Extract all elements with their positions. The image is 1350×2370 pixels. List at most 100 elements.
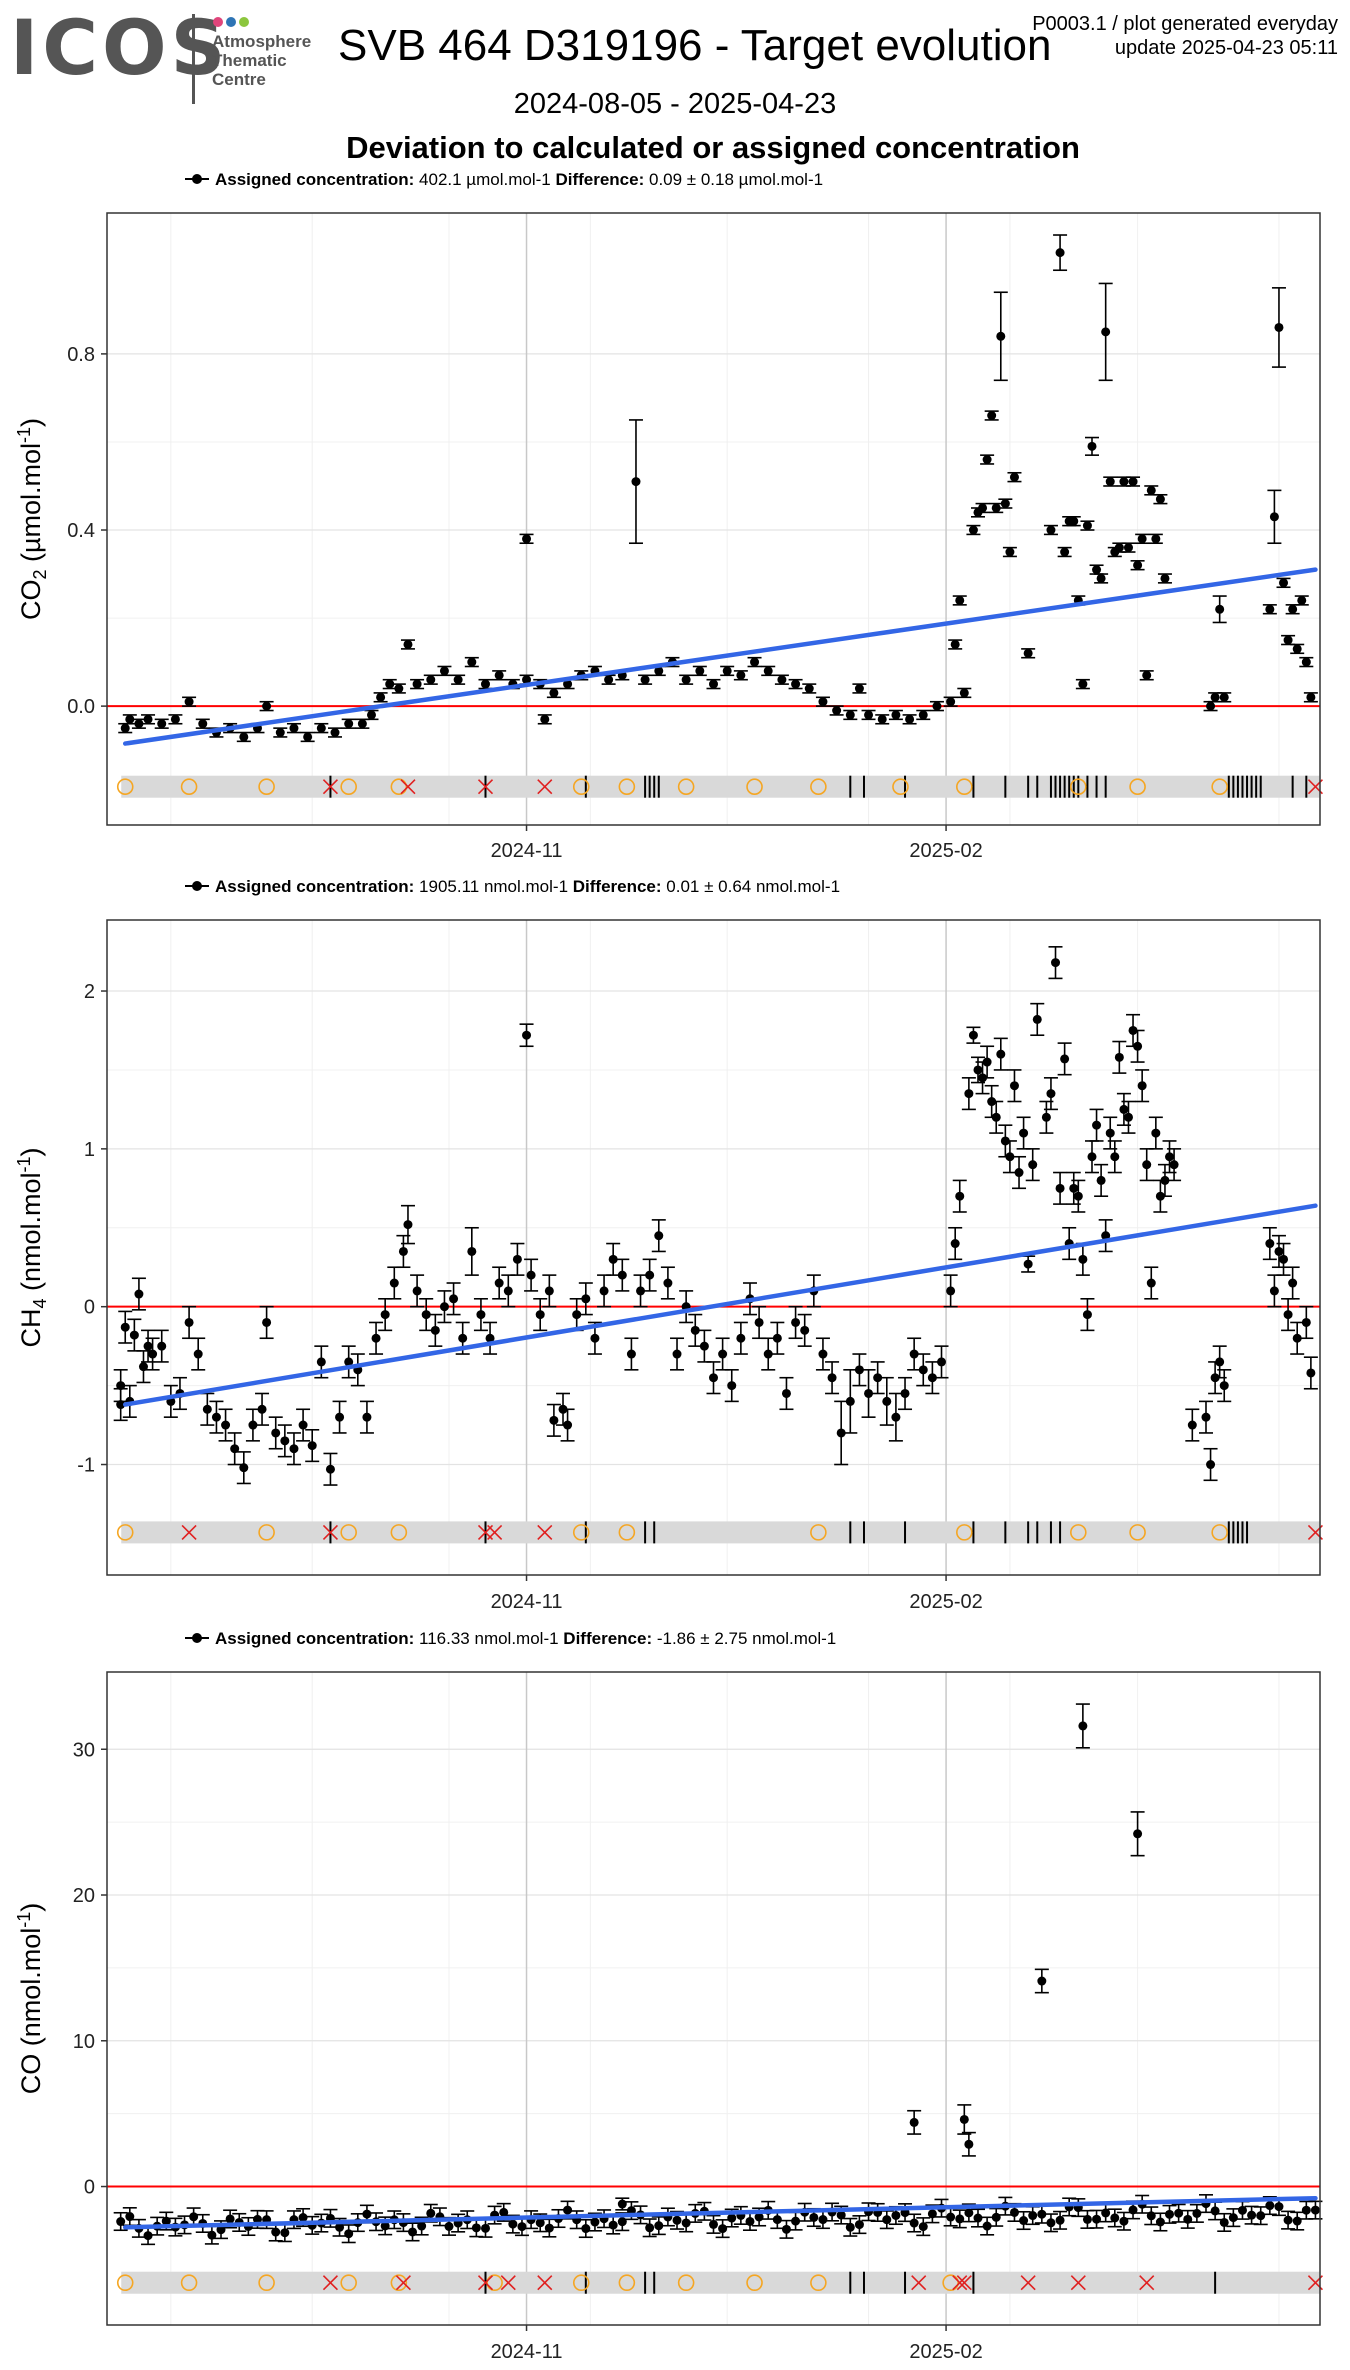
data-point — [127, 1318, 142, 1352]
logo-divider — [192, 14, 195, 104]
flag-circle-mark — [116, 2274, 134, 2292]
data-point — [341, 718, 356, 729]
data-point — [1153, 493, 1168, 505]
data-point — [774, 674, 789, 685]
data-point — [587, 1321, 602, 1355]
data-point — [961, 1077, 976, 1111]
data-point — [829, 705, 844, 716]
data-point — [451, 674, 466, 685]
legend: Assigned concentration: 402.1 µmol.mol-1… — [185, 170, 823, 189]
flag-cross-mark — [537, 779, 553, 795]
legend-difference-value: 0.01 ± 0.64 nmol.mol-1 — [666, 877, 840, 896]
flag-cross-mark — [400, 779, 416, 795]
date-range: 2024-08-05 - 2025-04-23 — [513, 88, 837, 120]
data-point — [218, 1408, 233, 1442]
data-point — [642, 2218, 657, 2238]
flag-circle-mark — [1211, 1524, 1228, 1541]
flag-cross-mark — [322, 1524, 339, 1540]
flag-circle-mark — [618, 778, 636, 795]
data-point — [1030, 1002, 1045, 1037]
x-tick-label: 2024-11 — [491, 1591, 563, 1613]
data-point — [1244, 2205, 1259, 2225]
data-point — [305, 1428, 320, 1463]
icos-logo: ICOS — [10, 3, 230, 92]
data-point — [1126, 476, 1141, 487]
co-panel: Assigned concentration: 116.33 nmol.mol-… — [14, 1629, 1324, 2363]
data-point — [369, 1321, 384, 1355]
data-point — [984, 410, 999, 421]
plot-info: P0003.1 / plot generated everyday — [1032, 13, 1338, 35]
x-tick-label: 2025-02 — [909, 1591, 982, 1613]
data-point — [273, 727, 288, 738]
x-tick-label: 2025-02 — [909, 2341, 982, 2363]
data-point — [1271, 287, 1286, 368]
data-point — [492, 670, 507, 681]
data-point — [1094, 1163, 1109, 1198]
data-point — [993, 1037, 1008, 1071]
data-point — [1080, 1297, 1095, 1332]
data-point — [957, 687, 972, 699]
chart-subtitle: Deviation to calculated or assigned conc… — [346, 130, 1080, 165]
flag-circle-mark — [180, 2274, 198, 2292]
flag-circle-mark — [942, 2274, 959, 2292]
data-point — [843, 2217, 858, 2237]
data-point — [1094, 573, 1109, 584]
logo-dots-icon — [213, 17, 249, 27]
data-point — [359, 1400, 374, 1434]
data-point — [118, 1310, 133, 1344]
data-point — [993, 291, 1008, 382]
flag-cross-mark — [1070, 2275, 1086, 2291]
y-tick-label: 0 — [84, 1297, 95, 1319]
data-point — [236, 1451, 251, 1485]
data-point — [437, 665, 452, 677]
data-point — [1281, 2210, 1296, 2230]
ch4-panel: Assigned concentration: 1905.11 nmol.mol… — [14, 877, 1324, 1613]
data-point — [332, 1400, 347, 1434]
data-point — [797, 1313, 812, 1347]
data-point — [1299, 656, 1314, 668]
data-point — [483, 1321, 498, 1355]
data-point — [861, 1369, 876, 1418]
data-point — [1189, 2203, 1204, 2223]
data-point — [113, 2211, 128, 2232]
data-point — [1116, 1092, 1131, 1126]
flag-circle-mark — [390, 778, 408, 795]
data-point — [852, 2215, 867, 2235]
legend-assigned-value: 116.33 nmol.mol-1 — [419, 1629, 563, 1648]
data-point — [952, 595, 967, 606]
data-point — [519, 1023, 534, 1048]
data-point — [825, 1361, 840, 1395]
page-header: ICOS Atmosphere Thematic Centre SVB 464 … — [0, 0, 1350, 200]
legend-assigned-value: 1905.11 nmol.mol-1 — [419, 877, 573, 896]
data-point — [1007, 471, 1022, 483]
legend-assigned-label: Assigned concentration: — [215, 877, 419, 896]
data-point — [943, 1274, 958, 1308]
data-point — [770, 1321, 785, 1355]
data-point — [1071, 1179, 1086, 1213]
data-point — [1057, 1042, 1072, 1076]
data-point — [952, 1179, 967, 1213]
data-point — [191, 1337, 206, 1371]
data-point — [975, 502, 990, 514]
data-point — [733, 1321, 748, 1355]
data-point — [670, 1337, 685, 1371]
data-point — [492, 1266, 507, 1300]
data-point — [141, 1329, 156, 1363]
data-point — [688, 1313, 703, 1347]
data-point — [615, 2197, 630, 2211]
x-axis: 2024-11 2025-02 — [491, 825, 983, 862]
flag-circle-mark — [1129, 1524, 1146, 1541]
legend-point — [192, 881, 202, 891]
data-point — [373, 692, 388, 703]
data-point — [980, 1045, 995, 1079]
data-point — [245, 1408, 260, 1442]
data-point — [1162, 2204, 1177, 2224]
data-point — [651, 1219, 666, 1253]
legend-point — [192, 1633, 202, 1643]
flag-cross-mark — [952, 2275, 968, 2291]
data-point — [1203, 1447, 1218, 1482]
flag-circle-mark — [618, 2274, 636, 2292]
data-point — [925, 1361, 940, 1395]
data-point — [341, 1345, 356, 1379]
data-point — [1089, 1108, 1104, 1142]
